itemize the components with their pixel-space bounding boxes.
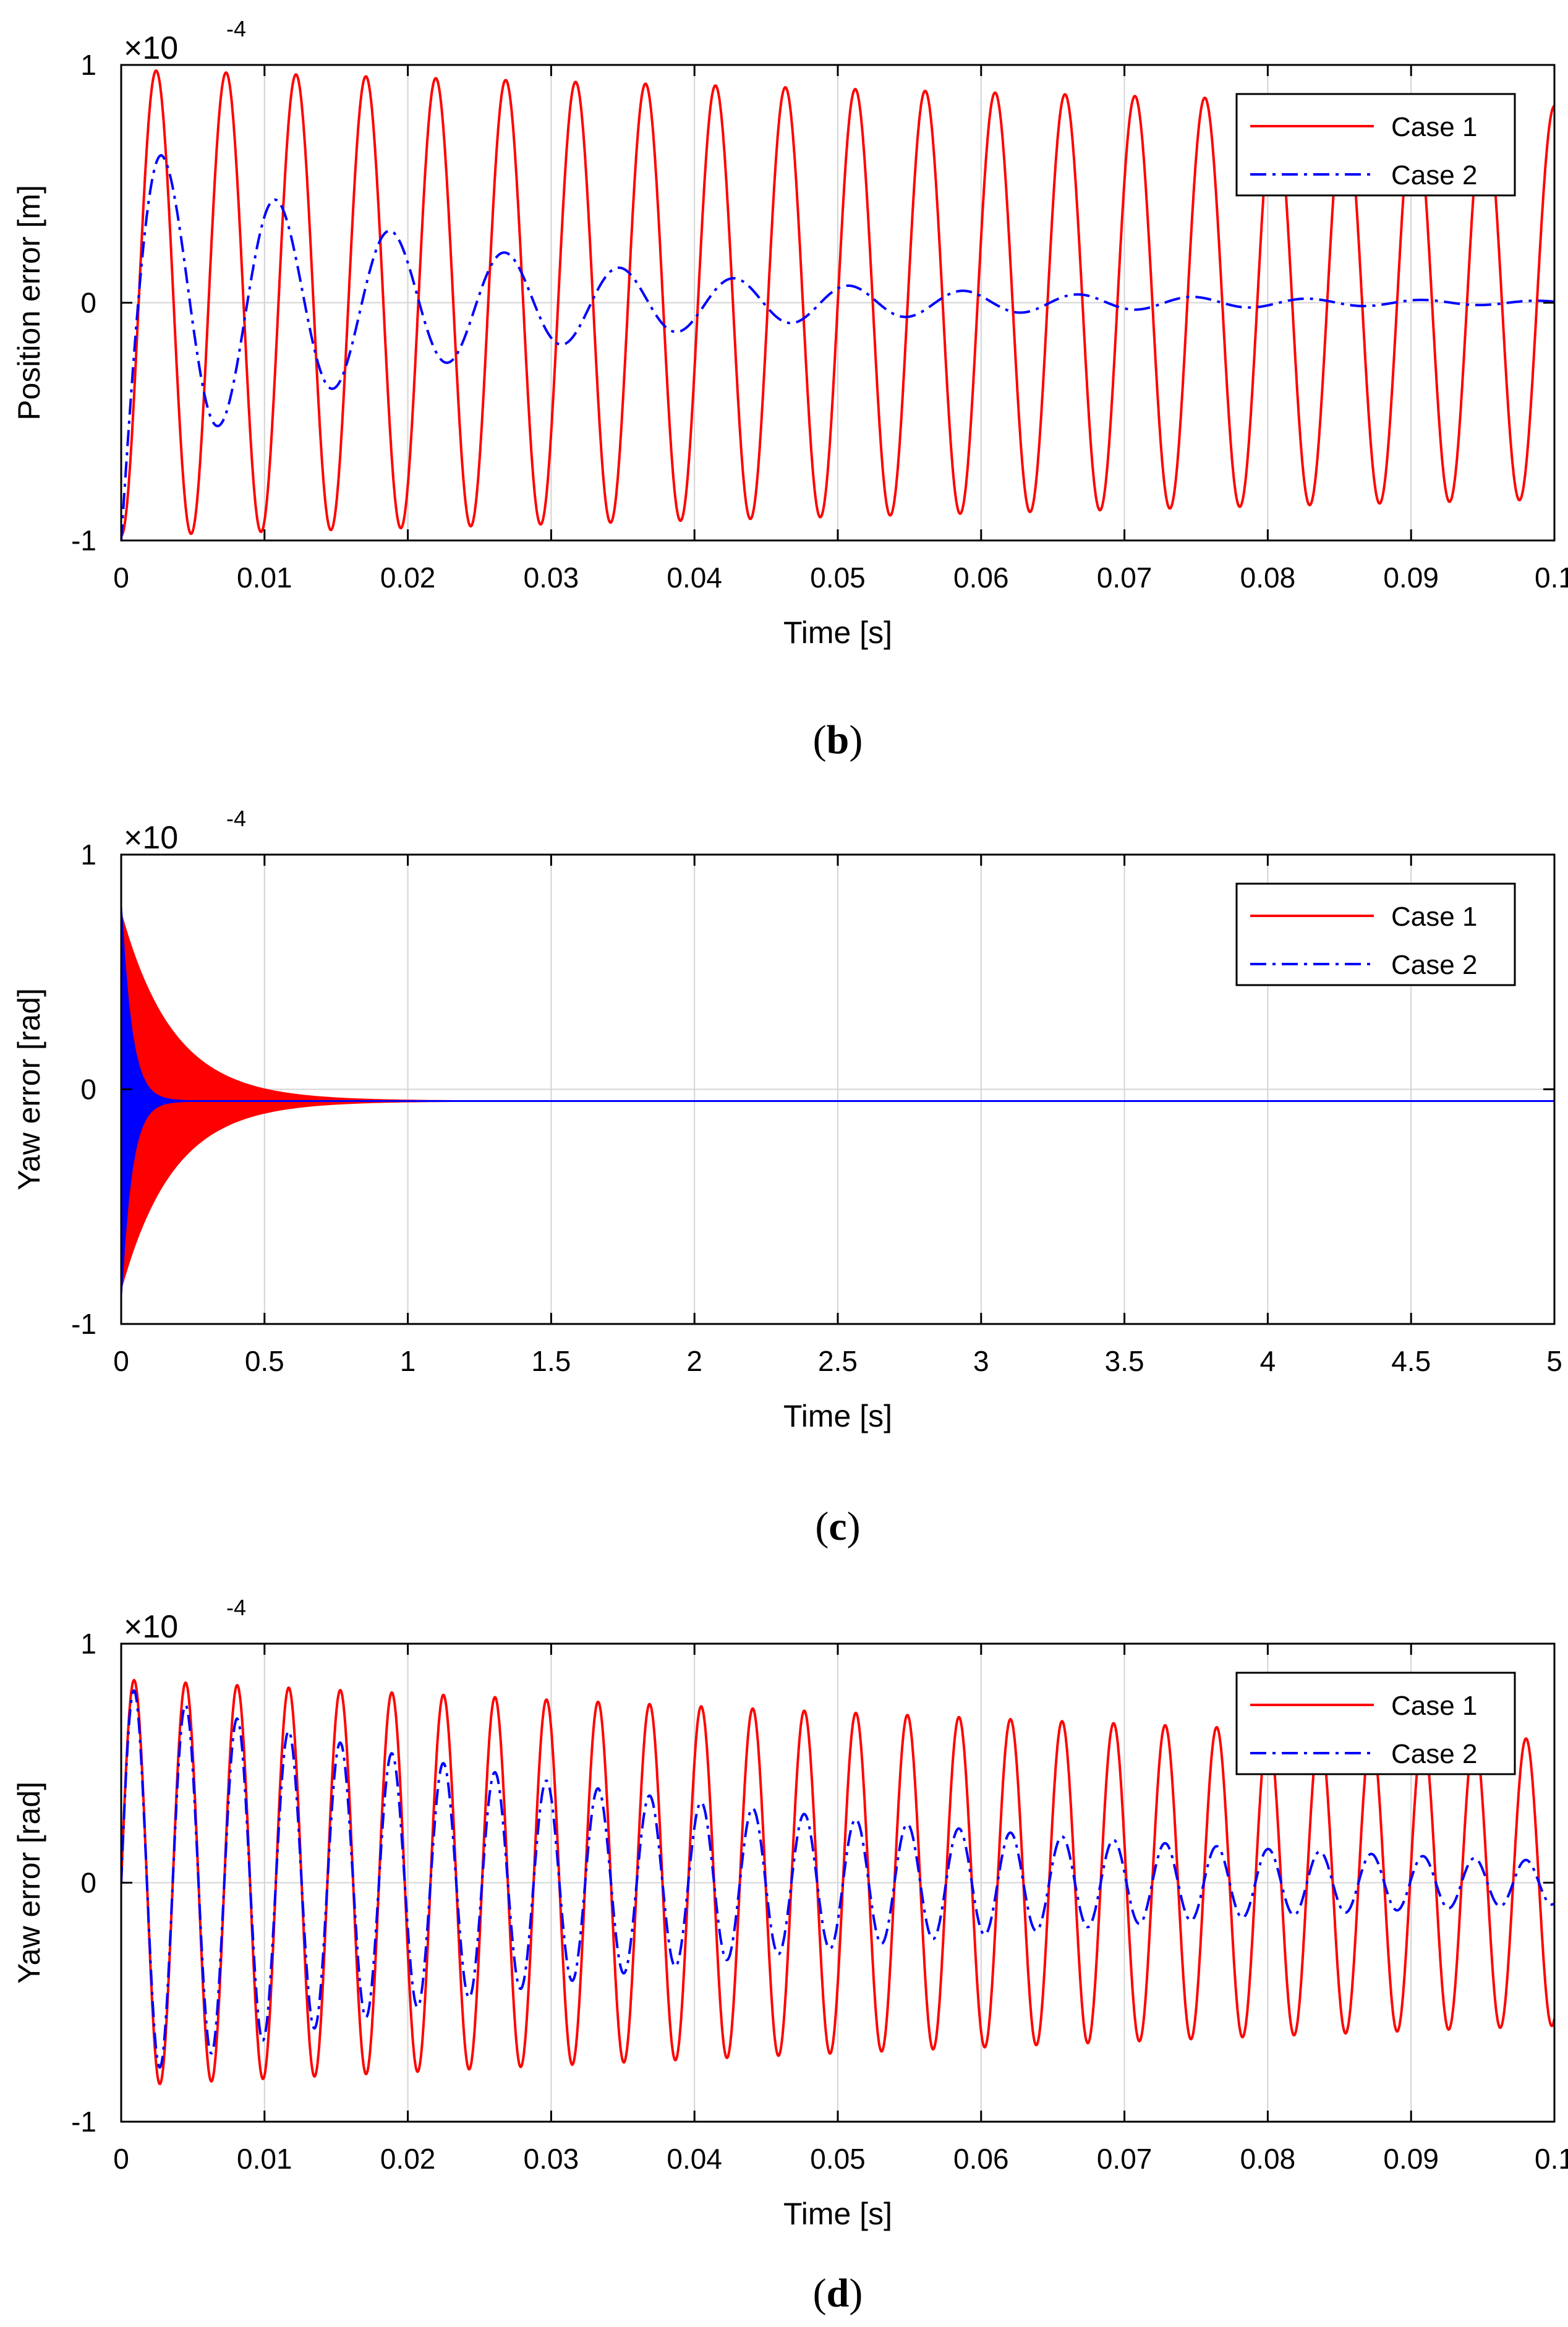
y-tick-label: 0 bbox=[80, 1867, 96, 1899]
legend-label-case2: Case 2 bbox=[1391, 950, 1477, 980]
series-case2-line bbox=[121, 154, 1554, 540]
x-tick-label: 0.1 bbox=[1535, 561, 1568, 594]
x-tick-label: 0.07 bbox=[1097, 2143, 1153, 2175]
x-tick-label: 0.03 bbox=[524, 561, 579, 594]
x-tick-label: 0.02 bbox=[380, 561, 436, 594]
x-tick-label: 4 bbox=[1260, 1345, 1276, 1377]
y-tick-label: -1 bbox=[71, 1308, 96, 1340]
x-tick-label: 0.09 bbox=[1383, 561, 1439, 594]
legend-label-case1: Case 1 bbox=[1391, 1691, 1477, 1721]
series-group bbox=[121, 69, 1554, 540]
legend-label-case1: Case 1 bbox=[1391, 902, 1477, 932]
y-exponent-base: ×10 bbox=[124, 820, 178, 856]
chart-panel-d: 0 0.01 0.02 0.03 0.04 0.05 0.06 0.07 0.08 0.09 0.1… bbox=[12, 1595, 1568, 2316]
x-tick-label: 3.5 bbox=[1105, 1345, 1144, 1377]
x-tick-label: 0.05 bbox=[810, 561, 866, 594]
legend-box bbox=[1235, 882, 1516, 986]
x-tick-label: 0.01 bbox=[237, 561, 292, 594]
x-tick-label: 4.5 bbox=[1391, 1345, 1431, 1377]
x-axis-label: Time [s] bbox=[783, 2197, 892, 2231]
legend-label-case2: Case 2 bbox=[1391, 160, 1477, 190]
legend-label-case1: Case 1 bbox=[1391, 112, 1477, 142]
legend-label-case2: Case 2 bbox=[1391, 1739, 1477, 1769]
panel-caption: (c) bbox=[815, 1504, 860, 1549]
x-tick-label: 0.09 bbox=[1383, 2143, 1439, 2175]
x-tick-label: 0.06 bbox=[953, 561, 1009, 594]
x-tick-label: 3 bbox=[973, 1345, 989, 1377]
x-tick-label: 1.5 bbox=[531, 1345, 571, 1377]
x-tick-label: 1 bbox=[400, 1345, 416, 1377]
panel-caption: (d) bbox=[813, 2271, 863, 2316]
x-tick-label: 0.08 bbox=[1240, 561, 1296, 594]
x-tick-label: 0.04 bbox=[667, 2143, 722, 2175]
y-axis-label: Position error [m] bbox=[12, 185, 46, 421]
y-exponent-power: -4 bbox=[226, 1595, 246, 1620]
x-tick-label: 0 bbox=[113, 1345, 129, 1377]
x-tick-label: 0.05 bbox=[810, 2143, 866, 2175]
legend-box bbox=[1235, 93, 1516, 197]
chart-panel-c: 0 0.5 1 1.5 2 2.5 3 3.5 4 4.5 5 -1 0 1 ×10 -4 Time [s] Ya… bbox=[12, 806, 1562, 1549]
y-exponent-base: ×10 bbox=[124, 1609, 178, 1645]
y-tick-label: 0 bbox=[80, 287, 96, 319]
x-tick-label: 0.04 bbox=[667, 561, 722, 594]
y-tick-label: -1 bbox=[71, 524, 96, 557]
x-tick-label: 0 bbox=[113, 561, 129, 594]
x-axis-label: Time [s] bbox=[783, 615, 892, 650]
y-axis-label: Yaw error [rad] bbox=[12, 988, 46, 1190]
panel-caption: (b) bbox=[813, 717, 863, 762]
chart-panel-b: 0 0.01 0.02 0.03 0.04 0.05 0.06 0.07 0.08 0.09 0.1… bbox=[12, 16, 1568, 762]
legend: Case 1 Case 2 bbox=[1235, 882, 1516, 986]
y-exponent-power: -4 bbox=[226, 806, 246, 831]
x-tick-label: 2.5 bbox=[818, 1345, 858, 1377]
x-tick-label: 0.06 bbox=[953, 2143, 1009, 2175]
y-exponent-base: ×10 bbox=[124, 30, 178, 66]
x-tick-label: 0.02 bbox=[380, 2143, 436, 2175]
y-tick-label: -1 bbox=[71, 2106, 96, 2138]
y-tick-label: 0 bbox=[80, 1074, 96, 1106]
x-tick-label: 0.07 bbox=[1097, 561, 1153, 594]
x-tick-label: 2 bbox=[686, 1345, 702, 1377]
y-tick-label: 1 bbox=[80, 1628, 96, 1660]
y-tick-label: 1 bbox=[80, 49, 96, 81]
x-tick-label: 0.01 bbox=[237, 2143, 292, 2175]
x-tick-label: 0 bbox=[113, 2143, 129, 2175]
legend: Case 1 Case 2 bbox=[1235, 1672, 1516, 1775]
y-tick-label: 1 bbox=[80, 839, 96, 871]
legend: Case 1 Case 2 bbox=[1235, 93, 1516, 197]
series-case1-line bbox=[121, 69, 1554, 537]
x-tick-label: 0.1 bbox=[1535, 2143, 1568, 2175]
x-tick-label: 0.08 bbox=[1240, 2143, 1296, 2175]
x-tick-label: 0.5 bbox=[245, 1345, 284, 1377]
legend-box bbox=[1235, 1672, 1516, 1775]
y-axis-label: Yaw error [rad] bbox=[12, 1782, 46, 1984]
x-tick-label: 5 bbox=[1546, 1345, 1562, 1377]
y-exponent-power: -4 bbox=[226, 16, 246, 41]
x-axis-label: Time [s] bbox=[783, 1399, 892, 1433]
series-group bbox=[121, 901, 1554, 1301]
x-tick-label: 0.03 bbox=[524, 2143, 579, 2175]
